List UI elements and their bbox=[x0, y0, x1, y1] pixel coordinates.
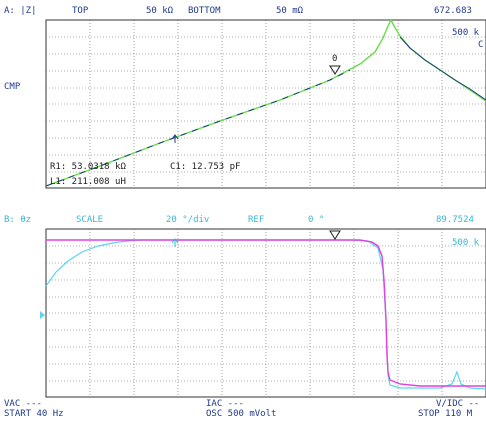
footer-stop: STOP 110 M bbox=[418, 409, 473, 419]
annotation-l1: L1: 211.008 uH bbox=[50, 177, 126, 187]
annotation-r1: R1: 53.0318 kΩ bbox=[50, 162, 126, 172]
reference-indicator bbox=[40, 311, 45, 319]
trace-a-blue bbox=[45, 69, 351, 187]
cmp-label: CMP bbox=[4, 82, 21, 92]
trace-b-readout: 89.7524 bbox=[436, 215, 474, 225]
trace-b-right-label: 500 k bbox=[452, 238, 480, 248]
annotation-c1: C1: 12.753 pF bbox=[170, 162, 241, 172]
footer-iac: IAC --- bbox=[206, 399, 244, 409]
panel-a-grid bbox=[45, 18, 486, 189]
trace-a-channel: A: |Z| bbox=[4, 6, 37, 16]
trace-b-scale-label: SCALE bbox=[76, 215, 104, 225]
trace-b-channel: B: θz bbox=[4, 215, 32, 225]
footer-vac: VAC --- bbox=[4, 399, 42, 409]
trace-a-bottom-value: 50 mΩ bbox=[276, 6, 304, 16]
marker-arrow-b bbox=[171, 238, 179, 247]
marker-triangle-a[interactable] bbox=[329, 65, 341, 75]
trace-a-right-label-1: 500 k bbox=[452, 28, 480, 38]
trace-a-right-label-2: C bbox=[478, 40, 484, 50]
footer-start: START 40 Hz bbox=[4, 409, 64, 419]
trace-b-ref-label: REF bbox=[248, 215, 265, 225]
trace-a-top-value: 50 kΩ bbox=[146, 6, 174, 16]
footer-vdc: V/IDC -- bbox=[436, 399, 480, 409]
trace-b-ref-value: 0 ° bbox=[308, 215, 325, 225]
trace-b-scale-value: 20 °/div bbox=[166, 215, 210, 225]
marker-number: 0 bbox=[332, 54, 338, 64]
trace-a-bottom-label: BOTTOM bbox=[188, 6, 221, 16]
panel-b-grid bbox=[40, 228, 486, 398]
footer-osc: OSC 500 mVolt bbox=[206, 409, 277, 419]
trace-a-blue-tail bbox=[399, 36, 486, 101]
trace-a-readout: 672.683 bbox=[434, 6, 472, 16]
trace-b-magenta bbox=[46, 239, 486, 387]
trace-a-top-label: TOP bbox=[72, 6, 89, 16]
marker-triangle-b[interactable] bbox=[329, 230, 341, 240]
marker-arrow-a bbox=[171, 134, 179, 143]
